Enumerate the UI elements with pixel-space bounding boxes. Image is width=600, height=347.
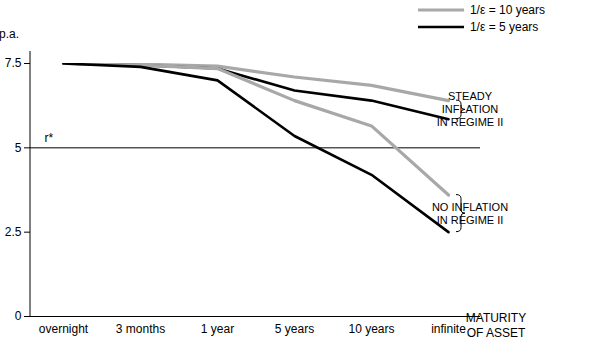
html-text:1/ε = 10 years: 1/ε = 10 years bbox=[469, 2, 545, 17]
svg-text:2.5: 2.5 bbox=[5, 225, 22, 239]
svg-text:MATURITYOF ASSET: MATURITYOF ASSET bbox=[466, 311, 526, 340]
svg-text:7.5: 7.5 bbox=[5, 56, 22, 70]
svg-text:0: 0 bbox=[15, 309, 22, 323]
svg-text:overnight: overnight bbox=[39, 322, 89, 336]
svg-text:5 years: 5 years bbox=[275, 322, 314, 336]
svg-text:3 months: 3 months bbox=[116, 322, 165, 336]
svg-text:r*: r* bbox=[45, 131, 54, 145]
svg-text:1 year: 1 year bbox=[201, 322, 234, 336]
svg-text:% p.a.: % p.a. bbox=[0, 27, 19, 41]
html-text:1/ε = 5 years: 1/ε = 5 years bbox=[469, 19, 539, 34]
svg-text:10 years: 10 years bbox=[348, 322, 394, 336]
svg-text:NO INFLATIONIN REGIME II: NO INFLATIONIN REGIME II bbox=[432, 201, 508, 226]
svg-text:STEADYINFLATIONIN REGIME II: STEADYINFLATIONIN REGIME II bbox=[437, 90, 504, 128]
svg-text:5: 5 bbox=[15, 141, 22, 155]
svg-text:infinite: infinite bbox=[431, 322, 466, 336]
